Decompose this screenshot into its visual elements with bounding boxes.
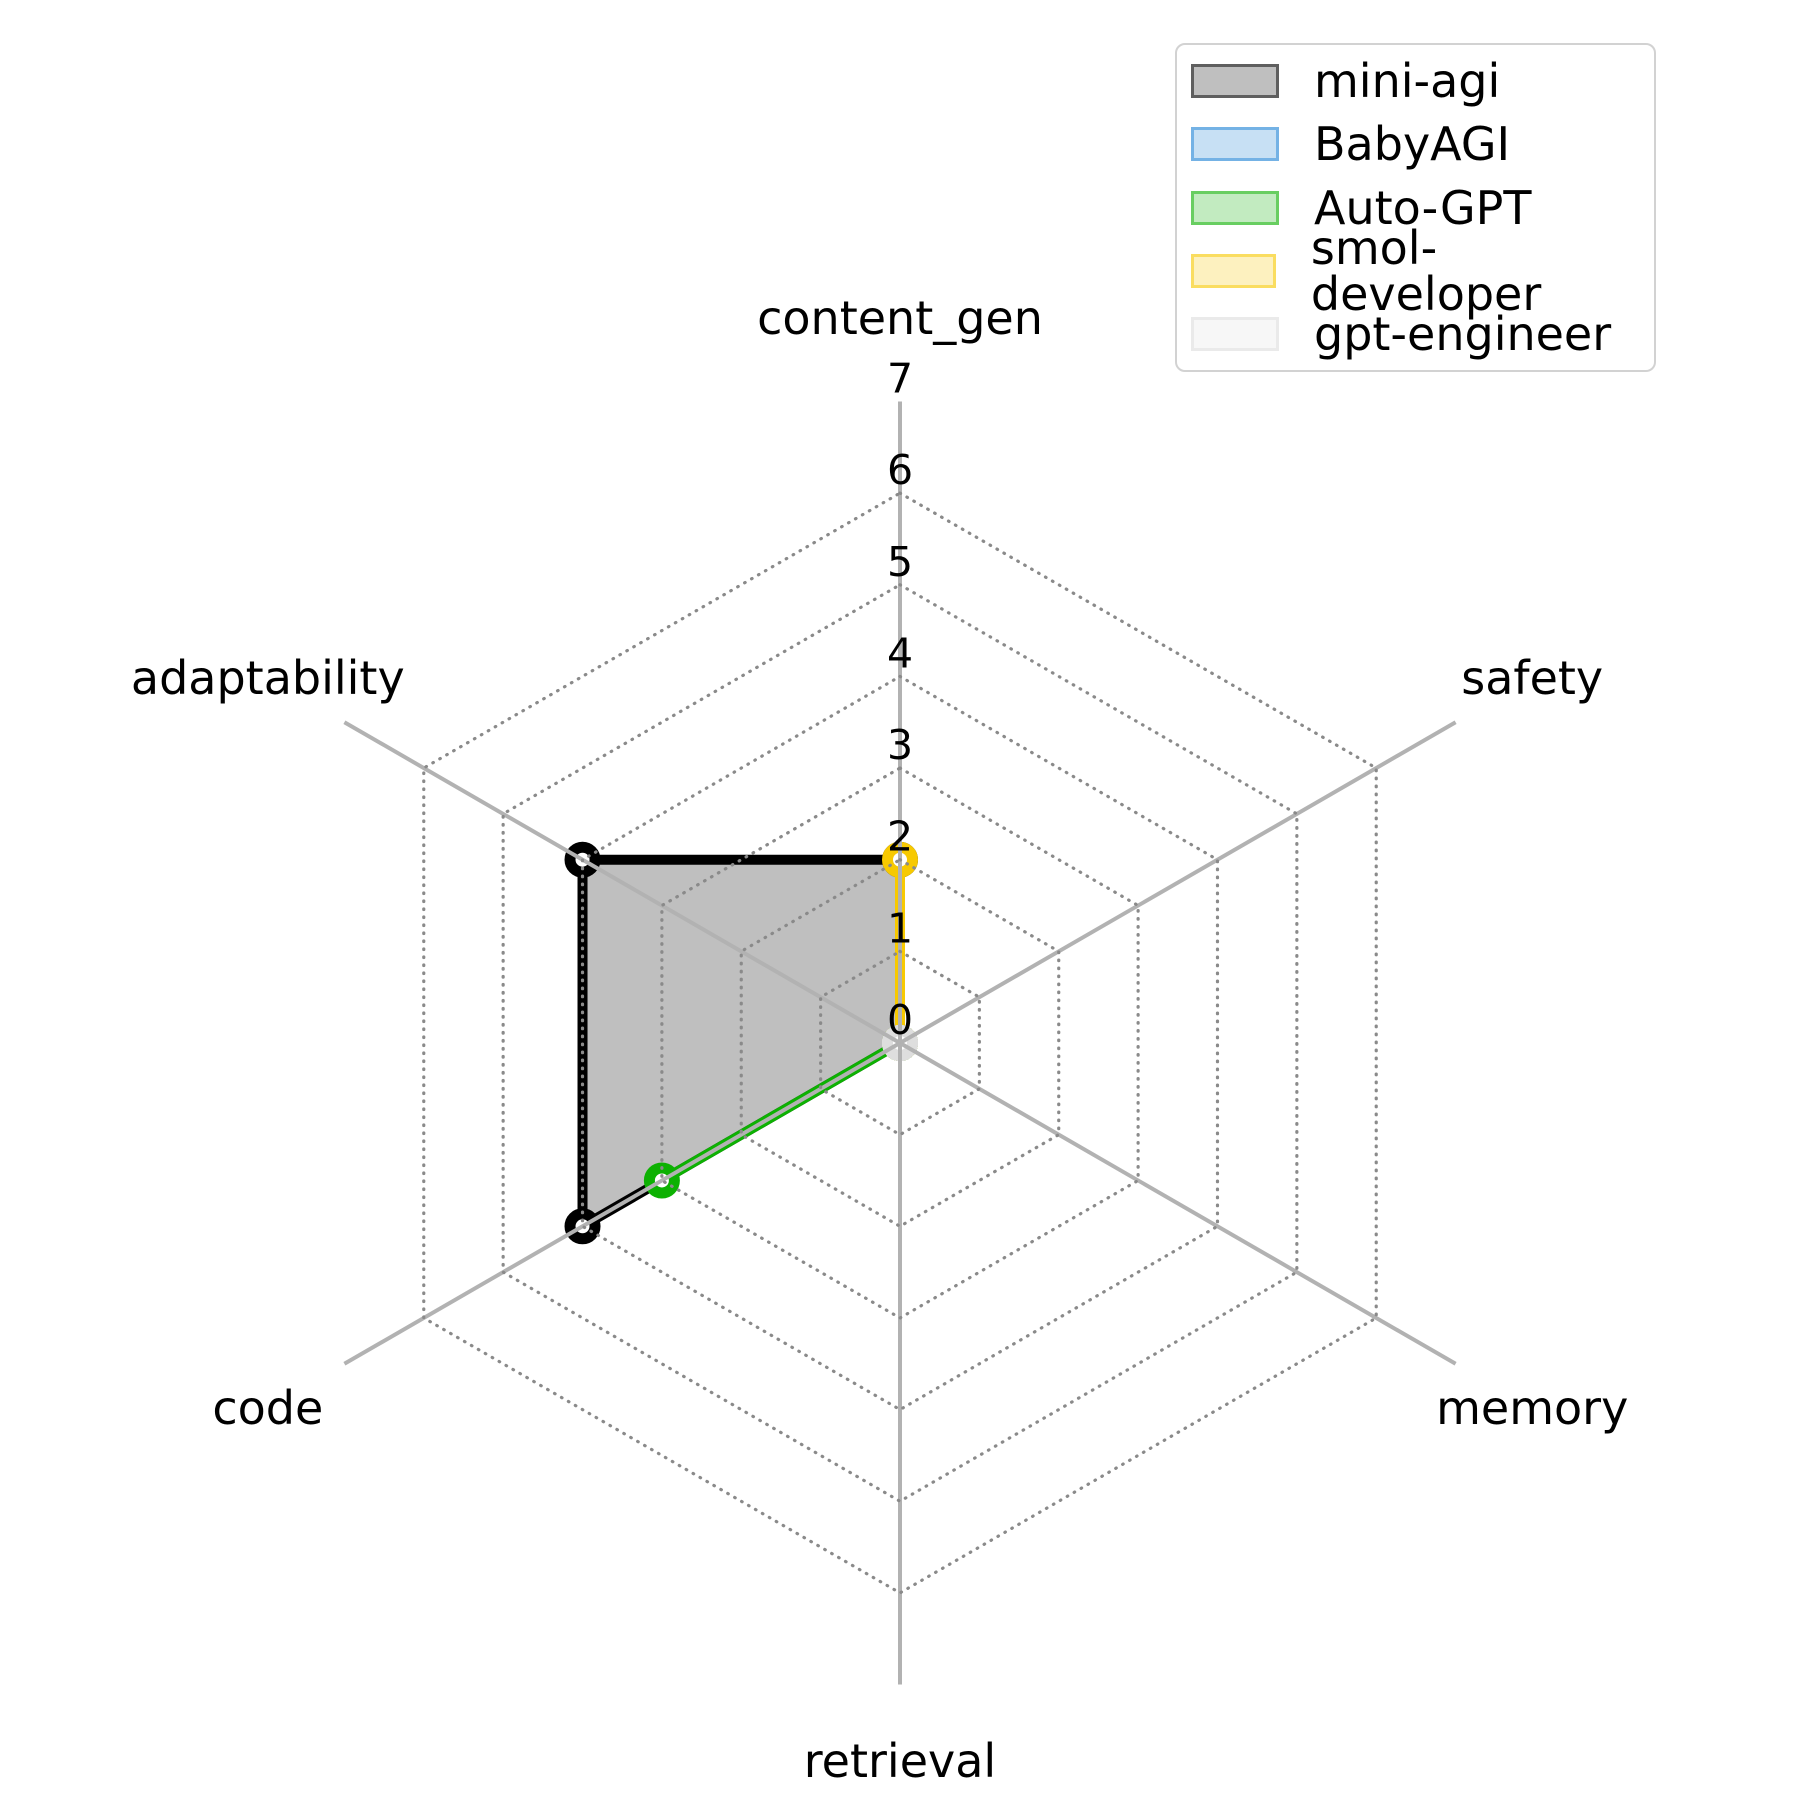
- legend-row-mini-agi: mini-agi: [1177, 58, 1654, 104]
- legend-label-BabyAGI: BabyAGI: [1314, 117, 1511, 172]
- spoke-code: [343, 1041, 902, 1366]
- legend-label-mini-agi: mini-agi: [1314, 54, 1501, 108]
- legend-label-Auto-GPT: Auto-GPT: [1314, 180, 1532, 235]
- legend-swatch-Auto-GPT: [1191, 190, 1279, 225]
- legend-row-gpt-engineer: gpt-engineer: [1177, 311, 1654, 357]
- grid-ring-3: [660, 766, 1140, 1320]
- legend-label-smol-developer: smol-developer: [1310, 220, 1542, 321]
- legend-row-Auto-GPT: Auto-GPT: [1177, 185, 1654, 231]
- legend-label-gpt-engineer: gpt-engineer: [1314, 307, 1612, 361]
- spoke-memory: [898, 1041, 1457, 1366]
- legend-swatch-smol-developer: [1191, 253, 1276, 288]
- tick-label-5: 5: [887, 538, 913, 586]
- axis-label-safety: safety: [1461, 651, 1603, 705]
- tick-label-3: 3: [887, 721, 913, 769]
- legend: mini-agi BabyAGI Auto-GPT smol-developer gpt…: [1175, 43, 1656, 372]
- legend-swatch-mini-agi: [1191, 64, 1279, 98]
- legend-row-smol-developer: smol-developer: [1177, 225, 1654, 317]
- legend-row-BabyAGI: BabyAGI: [1177, 121, 1654, 167]
- tick-label-7: 7: [887, 354, 913, 402]
- axis-label-adaptability: adaptability: [131, 651, 405, 705]
- axis-label-code: code: [212, 1381, 323, 1435]
- grid-ring-2: [739, 857, 1061, 1229]
- tick-label-2: 2: [887, 813, 913, 861]
- tick-label-0: 0: [887, 996, 913, 1044]
- tick-label-1: 1: [887, 904, 913, 952]
- spoke-adaptability: [343, 720, 902, 1045]
- grid-ring-6: [422, 491, 1378, 1595]
- legend-swatch-gpt-engineer: [1191, 317, 1279, 351]
- axis-label-retrieval: retrieval: [804, 1734, 996, 1788]
- axis-label-memory: memory: [1436, 1381, 1628, 1435]
- tick-label-6: 6: [887, 446, 913, 494]
- tick-label-4: 4: [887, 629, 913, 677]
- spoke-safety: [898, 720, 1457, 1045]
- grid-ring-4: [580, 674, 1220, 1412]
- grid-ring-5: [501, 582, 1299, 1504]
- legend-swatch-BabyAGI: [1191, 127, 1279, 162]
- axis-label-content_gen: content_gen: [757, 291, 1043, 345]
